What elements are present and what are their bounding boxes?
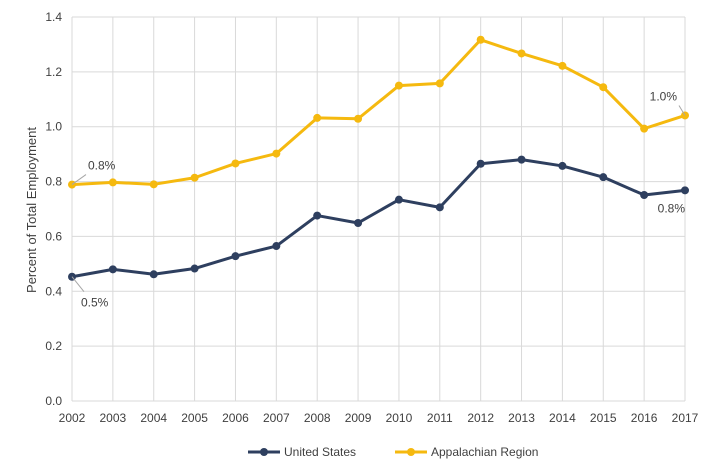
data-point: [149, 270, 158, 279]
x-tick-label: 2017: [672, 411, 699, 425]
data-point: [517, 49, 526, 58]
x-tick-label: 2003: [100, 411, 127, 425]
data-point: [231, 159, 240, 168]
data-point: [476, 35, 485, 44]
data-label: 0.8%: [88, 159, 116, 173]
legend-label: United States: [284, 445, 356, 459]
annotation-leader: [71, 174, 87, 185]
legend-swatch-marker: [407, 448, 415, 456]
data-point: [354, 114, 363, 123]
x-tick-label: 2010: [386, 411, 413, 425]
data-point: [190, 173, 199, 182]
x-tick-label: 2006: [222, 411, 249, 425]
x-tick-label: 2007: [263, 411, 290, 425]
y-tick-label: 1.2: [45, 65, 62, 79]
data-point: [681, 186, 689, 195]
x-axis-ticks: 2002 2003 2004 2005 2006 2007 2008 2009 2010 2011…: [59, 411, 699, 425]
data-point: [517, 155, 526, 164]
annotation-leader: [678, 105, 686, 116]
data-point: [149, 180, 158, 189]
series-line-0: [71, 158, 686, 279]
data-point: [394, 81, 403, 90]
data-point: [313, 211, 322, 220]
data-point: [190, 264, 199, 273]
data-point: [354, 218, 363, 227]
legend-swatch-marker: [260, 448, 268, 456]
data-point: [435, 79, 444, 88]
y-tick-label: 0.6: [45, 229, 62, 243]
y-tick-label: 1.4: [45, 10, 62, 24]
x-tick-label: 2005: [181, 411, 208, 425]
data-point: [231, 252, 240, 261]
data-point: [558, 61, 567, 70]
data-point: [108, 265, 117, 274]
x-tick-label: 2014: [549, 411, 576, 425]
data-point: [394, 195, 403, 204]
x-tick-label: 2011: [427, 411, 453, 425]
data-point: [313, 113, 322, 122]
x-tick-label: 2015: [590, 411, 617, 425]
y-tick-label: 1.0: [45, 120, 62, 134]
series-group: [68, 35, 689, 281]
y-axis-ticks: 0.0 0.2 0.4 0.6 0.8 1.0 1.2 1.4: [45, 10, 62, 408]
series-line-1: [71, 38, 686, 187]
data-point: [640, 124, 649, 133]
data-point: [599, 173, 608, 182]
x-tick-label: 2002: [59, 411, 86, 425]
legend: United States Appalachian Region: [248, 445, 538, 459]
legend-label: Appalachian Region: [431, 445, 538, 459]
x-tick-label: 2004: [140, 411, 167, 425]
data-point: [272, 149, 281, 158]
y-tick-label: 0.4: [45, 284, 62, 298]
x-tick-label: 2008: [304, 411, 331, 425]
data-label: 0.8%: [658, 201, 686, 215]
x-tick-label: 2013: [508, 411, 535, 425]
data-point: [640, 191, 649, 200]
data-point: [272, 242, 281, 251]
annotation-leader: [71, 276, 85, 293]
x-tick-label: 2009: [345, 411, 372, 425]
y-tick-label: 0.0: [45, 394, 62, 408]
data-point: [435, 203, 444, 212]
y-axis-label: Percent of Total Employment: [24, 127, 39, 293]
annotations: 0.8% 1.0% 0.5% 0.8%: [71, 89, 686, 310]
data-label: 1.0%: [650, 89, 678, 103]
x-tick-label: 2016: [631, 411, 658, 425]
y-tick-label: 0.8: [45, 175, 62, 189]
data-point: [558, 161, 567, 170]
data-point: [108, 178, 117, 187]
data-point: [476, 159, 485, 168]
y-tick-label: 0.2: [45, 339, 62, 353]
grid: [71, 16, 686, 402]
data-label: 0.5%: [81, 296, 109, 310]
x-tick-label: 2012: [467, 411, 494, 425]
data-point: [599, 83, 608, 92]
